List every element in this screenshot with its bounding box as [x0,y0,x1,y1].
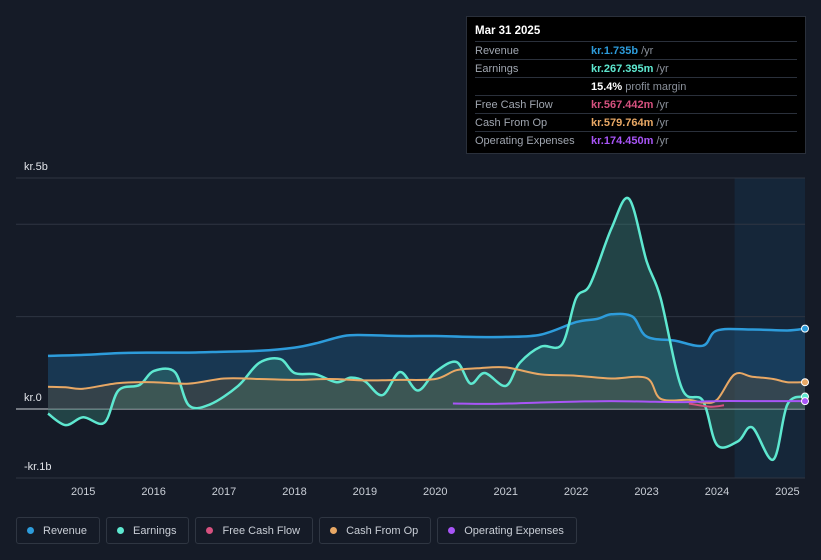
x-tick-label: 2018 [282,486,306,498]
tooltip-label: Cash From Op [475,116,548,129]
legend-label: Operating Expenses [464,524,564,537]
tooltip-row: Cash From Op kr.579.764m/yr [475,113,797,131]
x-tick-label: 2020 [423,486,447,498]
x-tick-label: 2021 [493,486,517,498]
tooltip-label: Revenue [475,44,520,57]
tooltip-value: kr.267.395m [591,62,654,75]
tooltip-value: kr.174.450m [591,134,654,147]
legend-item-earnings[interactable]: Earnings [106,517,190,544]
tooltip-unit: profit margin [625,80,687,93]
y-tick-label: -kr.1b [24,461,52,473]
operating-expenses-line [452,400,805,405]
tooltip-panel: Mar 31 2025 Revenue kr.1.735b/yr Earnings k… [466,16,806,154]
tooltip-label: Operating Expenses [475,134,575,147]
legend-item-revenue[interactable]: Revenue [16,517,101,544]
legend-item-free-cash-flow[interactable]: Free Cash Flow [195,517,314,544]
chart-area: 2015 2016 2017 2018 2019 2020 2021 2022 2023 2024… [16,161,809,498]
tooltip-row: Operating Expenses kr.174.450m/yr [475,131,797,149]
tooltip-row: Revenue kr.1.735b/yr [475,41,797,59]
cash-from-op-line [47,366,806,404]
tooltip-row: Free Cash Flow kr.567.442m/yr [475,95,797,113]
x-tick-label: 2015 [71,486,95,498]
x-tick-label: 2022 [564,486,588,498]
tooltip-label: Free Cash Flow [475,98,553,111]
legend-label: Free Cash Flow [222,524,301,537]
x-tick-label: 2019 [353,486,377,498]
legend-dot-icon [448,527,456,534]
legend-label: Earnings [133,524,177,537]
tooltip-label: Earnings [475,62,519,75]
tooltip-unit: /yr [656,134,669,147]
legend-label: Revenue [43,524,88,537]
legend-item-operating-expenses[interactable]: Operating Expenses [437,517,577,544]
tooltip-unit: /yr [656,98,669,111]
x-tick-label: 2023 [634,486,658,498]
cash-from-op-area [48,367,805,409]
tooltip-value: 15.4% [591,80,623,93]
tooltip-row: Earnings kr.267.395m/yr [475,59,797,77]
operating-expenses-end-dot [801,397,809,406]
legend-dot-icon [117,527,125,534]
highlight-band [734,178,805,478]
tooltip-unit: /yr [656,116,669,129]
tooltip-value: kr.579.764m [591,116,654,129]
legend-dot-icon [330,527,338,534]
legend-label: Cash From Op [346,524,419,537]
y-tick-label: kr.0 [24,392,42,404]
revenue-line [47,312,806,358]
legend-item-cash-from-op[interactable]: Cash From Op [319,517,432,544]
legend-dot-icon [27,527,34,534]
tooltip-date: Mar 31 2025 [475,25,541,37]
legend: Revenue Earnings Free Cash Flow Cash From O… [16,517,577,546]
tooltip-row: 15.4% profit margin [475,77,797,95]
free-cash-flow-area [688,403,724,409]
earnings-area [48,197,805,460]
tooltip-value: kr.1.735b [591,44,639,57]
cash-from-op-end-dot [801,378,809,387]
tooltip-unit: /yr [656,62,669,75]
x-tick-label: 2017 [212,486,236,498]
tooltip-unit: /yr [641,44,654,57]
revenue-end-dot [801,324,809,333]
tooltip-value: kr.567.442m [591,98,654,111]
y-tick-label: kr.5b [24,161,48,173]
earnings-line [47,196,806,461]
x-tick-label: 2025 [775,486,799,498]
legend-dot-icon [206,527,214,534]
x-tick-label: 2024 [705,486,729,498]
free-cash-flow-line [688,402,725,408]
x-tick-label: 2016 [141,486,165,498]
